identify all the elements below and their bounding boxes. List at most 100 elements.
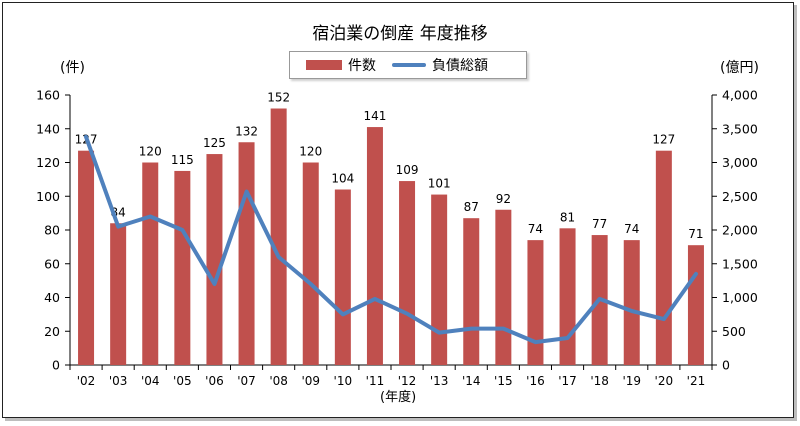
debt-point-'19 <box>630 309 634 313</box>
bar-data-label: 109 <box>396 163 419 177</box>
y-right-tick-label: 2,500 <box>722 189 758 204</box>
x-tick-label: '07 <box>237 374 256 388</box>
debt-point-'04 <box>148 215 152 218</box>
bar-'04 <box>142 162 159 365</box>
bar-data-label: 104 <box>331 172 354 186</box>
debt-point-'18 <box>598 297 602 301</box>
debt-point-'13 <box>437 331 441 335</box>
debt-point-'16 <box>533 340 537 344</box>
bar-'21 <box>687 245 704 365</box>
x-tick-label: '20 <box>655 374 674 388</box>
chart-title: 宿泊業の倒産 年度推移 <box>312 24 488 44</box>
debt-point-'08 <box>277 255 281 259</box>
x-tick-label: '03 <box>109 374 128 388</box>
bar-'07 <box>238 142 255 365</box>
bar-data-label: 74 <box>528 222 543 236</box>
x-tick-label: '05 <box>173 374 192 388</box>
x-tick-label: '08 <box>269 374 288 388</box>
y-left-tick-label: 100 <box>36 189 60 204</box>
y-right-tick-label: 500 <box>722 324 746 339</box>
bar-'19 <box>623 240 640 365</box>
legend-label-count: 件数 <box>348 58 376 74</box>
debt-point-'03 <box>116 225 120 229</box>
chart-legend: 件数 負債総額 <box>289 51 527 79</box>
left-axis-unit: (件) <box>60 60 85 76</box>
debt-point-'05 <box>180 228 184 232</box>
bar-data-label: 127 <box>652 133 675 147</box>
bar-data-label: 125 <box>203 136 226 150</box>
x-tick-label: '02 <box>77 374 96 388</box>
bar-'06 <box>206 154 223 365</box>
y-left-tick-label: 80 <box>44 223 60 238</box>
debt-point-'15 <box>501 327 505 331</box>
bar-'11 <box>366 127 383 365</box>
x-tick-label: '12 <box>398 374 417 388</box>
y-left-tick-label: 40 <box>44 290 60 305</box>
y-right-tick-label: 4,000 <box>722 88 758 103</box>
debt-point-'14 <box>469 327 473 331</box>
bar-data-label: 115 <box>171 153 194 167</box>
bar-data-label: 141 <box>363 109 386 123</box>
x-tick-label: '13 <box>430 374 449 388</box>
y-left-tick-label: 0 <box>52 358 60 373</box>
x-tick-label: '21 <box>687 374 706 388</box>
x-tick-label: '11 <box>366 374 385 388</box>
y-right-tick-label: 3,500 <box>722 121 758 136</box>
bar-data-label: 152 <box>267 91 290 105</box>
x-tick-label: '06 <box>205 374 224 388</box>
bar-'10 <box>334 189 351 365</box>
debt-point-'12 <box>405 312 409 316</box>
x-tick-label: '17 <box>558 374 577 388</box>
bar-data-label: 132 <box>235 124 258 138</box>
y-right-tick-label: 2,000 <box>722 223 758 238</box>
y-left-tick-label: 20 <box>44 324 60 339</box>
x-tick-label: '10 <box>334 374 353 388</box>
debt-point-'07 <box>245 190 249 194</box>
x-tick-label: '15 <box>494 374 513 388</box>
debt-point-'21 <box>694 272 698 276</box>
bar-data-label: 77 <box>592 217 607 231</box>
bar-data-label: 81 <box>560 210 575 224</box>
x-axis-unit: (年度) <box>380 390 417 405</box>
legend-bar-swatch <box>306 60 342 70</box>
bar-'16 <box>527 240 544 365</box>
x-tick-label: '14 <box>462 374 481 388</box>
bar-data-label: 74 <box>624 222 639 236</box>
y-right-tick-label: 1,500 <box>722 256 758 271</box>
x-tick-label: '16 <box>526 374 545 388</box>
y-left-tick-label: 140 <box>36 121 60 136</box>
bar-'12 <box>399 181 416 365</box>
legend-line-swatch <box>392 63 426 67</box>
debt-point-'02 <box>84 135 88 139</box>
debt-line <box>84 134 698 345</box>
y-left-tick-label: 160 <box>36 88 60 103</box>
legend-label-debt: 負債総額 <box>432 58 488 74</box>
debt-point-'20 <box>662 317 666 321</box>
bar-'09 <box>302 162 319 365</box>
y-right-tick-label: 0 <box>722 358 730 373</box>
debt-point-'11 <box>373 297 377 301</box>
bar-data-label: 87 <box>464 200 479 214</box>
y-right-tick-label: 3,000 <box>722 155 758 170</box>
x-tick-label: '09 <box>301 374 320 388</box>
x-tick-label: '18 <box>590 374 609 388</box>
right-axis-unit: (億円) <box>720 60 759 76</box>
bar-'03 <box>110 223 127 365</box>
x-tick-label: '04 <box>141 374 160 388</box>
bar-data-label: 120 <box>299 145 322 159</box>
debt-point-'10 <box>341 312 345 316</box>
bar-'02 <box>78 150 95 365</box>
bar-'05 <box>174 170 191 365</box>
y-right-tick-label: 1,000 <box>722 290 758 305</box>
bar-data-label: 71 <box>688 227 703 241</box>
x-tick-label: '19 <box>622 374 641 388</box>
bar-'14 <box>463 218 480 365</box>
y-left-tick-label: 120 <box>36 155 60 170</box>
bar-data-label: 120 <box>139 145 162 159</box>
bar-'08 <box>270 108 287 365</box>
bar-'17 <box>559 228 576 365</box>
bar-'13 <box>431 194 448 365</box>
bar-data-label: 92 <box>496 192 511 206</box>
debt-point-'17 <box>566 336 570 340</box>
